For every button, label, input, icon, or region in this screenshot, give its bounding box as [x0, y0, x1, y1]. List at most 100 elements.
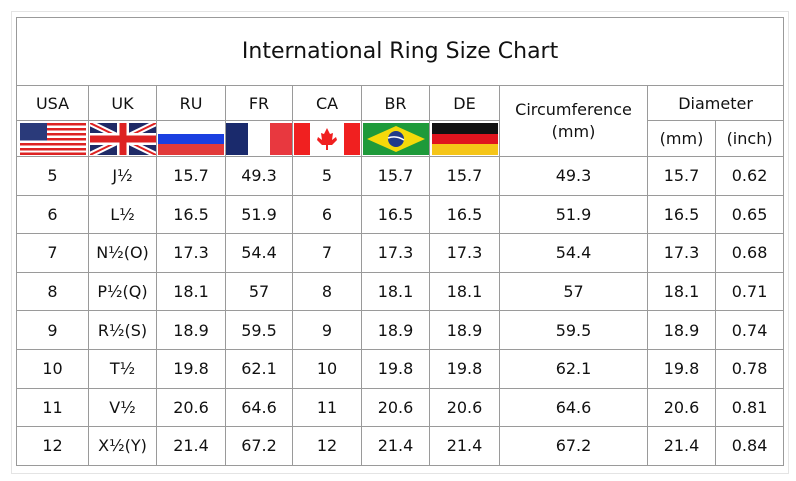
cell-ca: 5 [292, 156, 362, 196]
table-row: 12 X½(Y) 21.4 67.2 12 21.4 21.4 67.2 21.4 0.84 [16, 426, 785, 466]
cell-diameter-inch: 0.68 [714, 233, 785, 273]
cell-diameter-mm: 21.4 [647, 426, 716, 466]
canada-flag-cell [292, 120, 362, 157]
canada-flag-icon [294, 122, 360, 155]
cell-uk: J½ [88, 156, 157, 196]
cell-diameter-mm: 16.5 [647, 194, 716, 235]
cell-de: 17.3 [429, 233, 500, 273]
russia-flag-icon [158, 122, 224, 155]
cell-ca: 9 [292, 310, 362, 350]
cell-fr: 51.9 [225, 194, 293, 235]
cell-br: 16.5 [361, 194, 430, 235]
cell-diameter-mm: 15.7 [647, 156, 716, 196]
chart-title: International Ring Size Chart [15, 17, 785, 86]
chart-frame [11, 11, 789, 474]
cell-usa: 11 [16, 387, 89, 428]
cell-usa: 12 [16, 426, 89, 466]
cell-circumference-mm: 64.6 [499, 387, 648, 428]
ring-size-table: International Ring Size Chart USA UK RU … [15, 17, 785, 466]
header-diameter-mm: (mm) [647, 120, 716, 157]
cell-diameter-mm: 20.6 [647, 387, 716, 428]
germany-flag-cell [429, 120, 500, 157]
cell-fr: 67.2 [225, 426, 293, 466]
cell-ca: 6 [292, 194, 362, 235]
cell-de: 21.4 [429, 426, 500, 466]
table-row: 11 V½ 20.6 64.6 11 20.6 20.6 64.6 20.6 0.81 [16, 387, 785, 428]
cell-fr: 64.6 [225, 387, 293, 428]
cell-usa: 5 [16, 156, 89, 196]
cell-ca: 7 [292, 233, 362, 273]
cell-usa: 6 [16, 194, 89, 235]
cell-diameter-mm: 18.1 [647, 271, 716, 312]
cell-de: 20.6 [429, 387, 500, 428]
header-circumference: Circumference (mm) [499, 85, 648, 157]
header-fr: FR [225, 85, 293, 121]
cell-circumference-mm: 51.9 [499, 194, 648, 235]
cell-fr: 62.1 [225, 348, 293, 389]
cell-ru: 16.5 [156, 194, 226, 235]
cell-ru: 19.8 [156, 348, 226, 389]
russia-flag-cell [156, 120, 226, 157]
cell-diameter-inch: 0.62 [714, 156, 785, 196]
cell-de: 16.5 [429, 194, 500, 235]
cell-br: 15.7 [361, 156, 430, 196]
cell-uk: L½ [88, 194, 157, 235]
cell-uk: T½ [88, 348, 157, 389]
cell-diameter-mm: 18.9 [647, 310, 716, 350]
cell-usa: 8 [16, 271, 89, 312]
cell-diameter-inch: 0.65 [714, 194, 785, 235]
cell-circumference-mm: 57 [499, 271, 648, 312]
table-row: 9 R½(S) 18.9 59.5 9 18.9 18.9 59.5 18.9 0.74 [16, 310, 785, 350]
header-diameter-inch: (inch) [714, 120, 785, 157]
cell-br: 18.1 [361, 271, 430, 312]
table-row: 8 P½(Q) 18.1 57 8 18.1 18.1 57 18.1 0.71 [16, 271, 785, 312]
cell-ru: 18.9 [156, 310, 226, 350]
table-row: 6 L½ 16.5 51.9 6 16.5 16.5 51.9 16.5 0.65 [16, 194, 785, 235]
uk-flag-icon [89, 122, 156, 155]
uk-flag-cell [88, 120, 157, 157]
cell-fr: 54.4 [225, 233, 293, 273]
cell-uk: N½(O) [88, 233, 157, 273]
cell-ca: 10 [292, 348, 362, 389]
usa-flag-cell [16, 120, 89, 157]
cell-de: 19.8 [429, 348, 500, 389]
cell-de: 15.7 [429, 156, 500, 196]
table-row: 10 T½ 19.8 62.1 10 19.8 19.8 62.1 19.8 0.78 [16, 348, 785, 389]
cell-ru: 18.1 [156, 271, 226, 312]
brazil-flag-cell [361, 120, 430, 157]
cell-br: 18.9 [361, 310, 430, 350]
cell-diameter-inch: 0.71 [714, 271, 785, 312]
table-row: 7 N½(O) 17.3 54.4 7 17.3 17.3 54.4 17.3 0.68 [16, 233, 785, 273]
header-de: DE [429, 85, 500, 121]
table-row: 5 J½ 15.7 49.3 5 15.7 15.7 49.3 15.7 0.62 [16, 156, 785, 196]
header-ca: CA [292, 85, 362, 121]
header-usa: USA [16, 85, 89, 121]
germany-flag-icon [431, 122, 498, 155]
cell-diameter-inch: 0.78 [714, 348, 785, 389]
cell-uk: X½(Y) [88, 426, 157, 466]
header-uk: UK [88, 85, 157, 121]
cell-ca: 8 [292, 271, 362, 312]
cell-uk: R½(S) [88, 310, 157, 350]
cell-ca: 11 [292, 387, 362, 428]
cell-diameter-mm: 19.8 [647, 348, 716, 389]
cell-ru: 21.4 [156, 426, 226, 466]
cell-de: 18.9 [429, 310, 500, 350]
cell-ca: 12 [292, 426, 362, 466]
france-flag-cell [225, 120, 293, 157]
cell-ru: 17.3 [156, 233, 226, 273]
cell-circumference-mm: 59.5 [499, 310, 648, 350]
cell-circumference-mm: 49.3 [499, 156, 648, 196]
cell-diameter-mm: 17.3 [647, 233, 716, 273]
cell-fr: 57 [225, 271, 293, 312]
cell-circumference-mm: 62.1 [499, 348, 648, 389]
cell-diameter-inch: 0.84 [714, 426, 785, 466]
cell-de: 18.1 [429, 271, 500, 312]
cell-br: 20.6 [361, 387, 430, 428]
cell-usa: 10 [16, 348, 89, 389]
cell-fr: 49.3 [225, 156, 293, 196]
usa-flag-icon [19, 122, 86, 155]
cell-diameter-inch: 0.81 [714, 387, 785, 428]
cell-ru: 20.6 [156, 387, 226, 428]
cell-br: 17.3 [361, 233, 430, 273]
